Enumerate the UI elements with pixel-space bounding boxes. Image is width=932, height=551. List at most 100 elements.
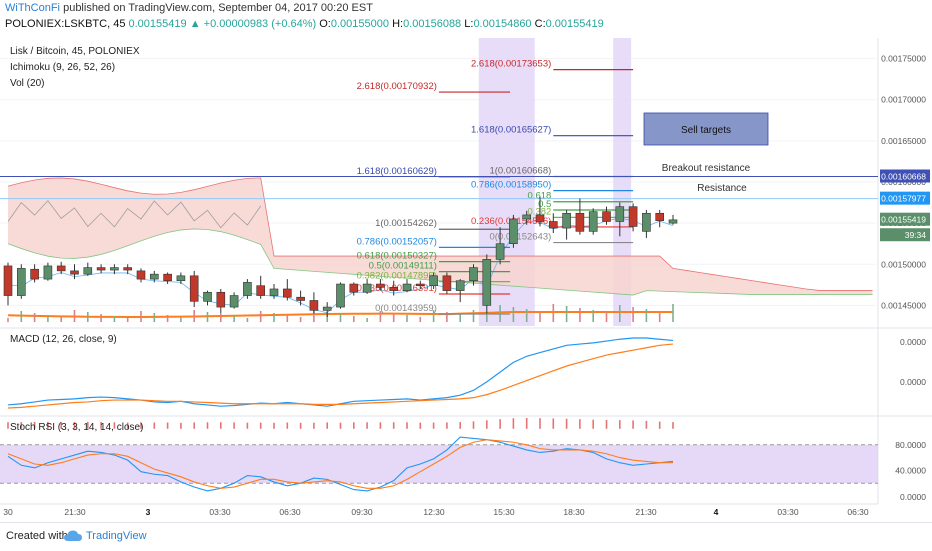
up-candle (469, 267, 478, 282)
fib-label: 2.618(0.00170932) (357, 81, 437, 92)
volume-bar (153, 313, 156, 322)
down-candle (123, 267, 132, 271)
up-candle (243, 282, 252, 296)
chart-canvas: 2.618(0.00170932) 1.618(0.00160629) 1(0.00… (0, 38, 932, 517)
down-candle (602, 211, 611, 222)
fib-label: 0.786(0.00158950) (471, 180, 551, 191)
down-candle (309, 300, 319, 311)
time-tick: 18:30 (563, 507, 585, 517)
down-candle (56, 265, 66, 272)
down-candle (189, 275, 199, 302)
time-tick: 03:30 (777, 507, 799, 517)
senkou-span-a (7, 228, 873, 296)
author-link[interactable]: WiThConFi (5, 2, 61, 14)
up-candle (562, 212, 571, 229)
volume-bar (233, 316, 235, 322)
volume-bar (113, 316, 116, 322)
up-candle (642, 212, 651, 232)
up-candle (402, 283, 412, 291)
volume-bar (486, 312, 488, 322)
macd-legend: MACD (12, 26, close, 9) (10, 334, 117, 345)
price-tag-label: 0.00155419 (881, 215, 926, 225)
volume-bar (632, 307, 634, 322)
time-tick: 3 (146, 507, 151, 517)
volume-bar (366, 318, 368, 322)
price-tag-label: 0.00160668 (881, 172, 926, 182)
up-candle (362, 283, 372, 293)
down-candle (548, 221, 558, 229)
time-tick: 12:30 (423, 507, 445, 517)
fib-label: 0(0.00143959) (375, 303, 437, 314)
tradingview-brand[interactable]: TradingView (86, 530, 147, 542)
publish-info: WiThConFi published on TradingView.com, … (5, 2, 373, 14)
resistance-label: Resistance (697, 183, 747, 194)
price-tick: 0.00170000 (881, 95, 926, 105)
open-label: O: (319, 18, 331, 30)
time-tick: 21:30 (64, 507, 86, 517)
price-tick: 0.00150000 (881, 259, 926, 269)
fib-label: 0(0.00152643) (489, 232, 551, 243)
volume-bar (525, 309, 528, 322)
stoch-tick: 0.0000 (900, 492, 926, 502)
stoch-tick: 40.0000 (895, 465, 926, 475)
volume-bar (299, 317, 302, 322)
footer: Created with TradingView (0, 522, 932, 551)
macd-tick: 0.0000 (900, 337, 926, 347)
time-tick: 03:30 (209, 507, 231, 517)
volume-bar (432, 310, 435, 322)
price-change: +0.00000983 (+0.64%) (203, 18, 317, 30)
down-candle (136, 270, 146, 280)
volume-bar (512, 307, 515, 322)
stoch-tick: 80.0000 (895, 440, 926, 450)
volume-bar (472, 310, 475, 322)
volume-bar (326, 312, 328, 322)
volume-bar (100, 314, 102, 322)
up-candle (509, 218, 518, 245)
price-tick: 0.00145000 (881, 300, 926, 310)
down-candle (389, 287, 399, 291)
down-candle (282, 288, 292, 298)
volume-bar (619, 305, 621, 322)
up-candle (495, 243, 505, 260)
time-tick: 09:30 (351, 507, 373, 517)
up-arrow-icon: ▲ (189, 18, 201, 30)
time-tick: 06:30 (279, 507, 301, 517)
fib-label: 0.618 (528, 191, 552, 202)
up-candle (588, 211, 598, 232)
last-price: 0.00155419 (128, 18, 187, 30)
high-label: H: (392, 18, 404, 30)
down-candle (655, 212, 665, 221)
up-candle (322, 306, 332, 311)
volume-bar (220, 314, 222, 322)
sell-targets-box (643, 112, 769, 146)
price-tag (880, 191, 930, 205)
lagging-span (7, 200, 262, 229)
ichimoku-legend: Ichimoku (9, 26, 52, 26) (10, 62, 116, 73)
volume-bar (579, 308, 581, 322)
fib-label: 0.786(0.00152057) (357, 236, 437, 247)
stoch-d-line (7, 439, 673, 489)
time-tick: 15:30 (493, 507, 515, 517)
sell-targets-label: Sell targets (681, 125, 731, 136)
volume-bar (459, 314, 461, 322)
down-candle (376, 283, 385, 288)
down-candle (415, 283, 425, 286)
down-candle (296, 296, 305, 301)
volume-bar (313, 310, 315, 322)
up-candle (110, 267, 119, 271)
down-candle (216, 291, 226, 308)
down-candle (96, 267, 106, 271)
volume-bar (7, 318, 9, 322)
up-candle (83, 267, 93, 275)
fib-label: 0.5(0.00149111) (369, 261, 437, 272)
up-candle (429, 275, 438, 286)
price-tag (880, 169, 930, 183)
fib-label: 1.618(0.00160629) (357, 166, 437, 177)
volume-bar (645, 309, 648, 322)
volume-bar (47, 315, 49, 322)
ohlc-bar: POLONIEX:LSKBTC, 45 0.00155419 ▲ +0.0000… (5, 18, 604, 30)
up-candle (150, 273, 159, 280)
volume-bar (406, 315, 408, 322)
volume-bar (126, 318, 129, 322)
volume-bar (246, 318, 249, 322)
